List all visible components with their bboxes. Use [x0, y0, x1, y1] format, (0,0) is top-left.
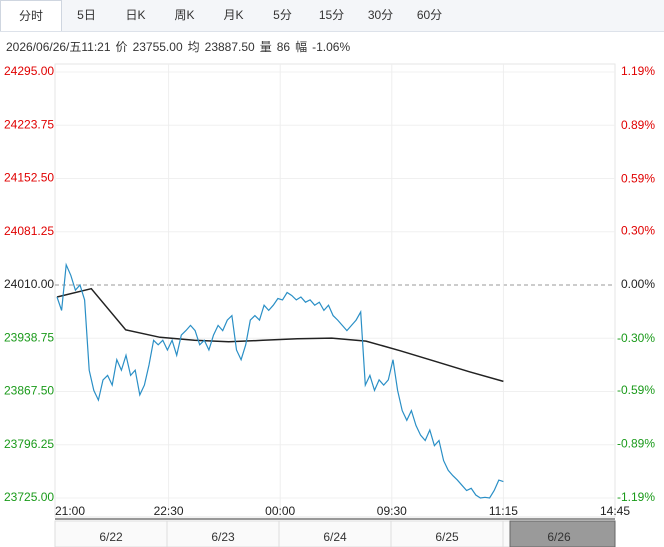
navigator-date: 6/22 [99, 530, 123, 544]
tab[interactable]: 15分 [318, 8, 345, 22]
y-tick-label: 24223.75 [4, 117, 54, 131]
y2-tick-label: 0.30% [621, 223, 655, 237]
y2-tick-label: -0.89% [617, 436, 655, 450]
x-tick-label: 14:45 [600, 504, 630, 518]
info-value: 86 [276, 40, 291, 54]
tab[interactable]: 分时 [0, 0, 62, 31]
x-tick-label: 22:30 [154, 504, 184, 518]
x-tick-label: 11:15 [489, 504, 518, 518]
y-tick-label: 24295.00 [4, 64, 54, 78]
series-line [56, 287, 504, 383]
x-tick-label: 21:00 [55, 504, 85, 518]
info-label: 量 [259, 40, 272, 54]
y-tick-label: 24010.00 [4, 277, 54, 291]
tab[interactable]: 周K [174, 8, 195, 22]
y2-tick-label: -0.59% [617, 383, 655, 397]
info-label: 价 [115, 40, 128, 54]
y-tick-label: 23725.00 [4, 490, 54, 504]
y2-tick-label: -1.19% [617, 490, 655, 504]
x-tick-label: 00:00 [265, 504, 295, 518]
y2-tick-label: 0.59% [621, 172, 655, 186]
tab-bar: 分时 5日 日K 周K 月K 5分 15分 30分 60分 [0, 0, 664, 32]
navigator-window [509, 520, 616, 547]
tab[interactable]: 日K [125, 8, 146, 22]
plot-frame [54, 63, 616, 518]
y2-tick-label: 0.89% [621, 118, 655, 132]
info-value: -1.06% [312, 40, 351, 54]
tab[interactable]: 30分 [367, 8, 394, 22]
navigator-date: 6/26 [547, 530, 571, 544]
y2-tick-label: -0.30% [617, 331, 655, 345]
y2-tick-label: 0.00% [621, 277, 655, 291]
navigator-date: 6/24 [323, 530, 347, 544]
info-label: 幅 [295, 40, 308, 54]
y2-tick-label: 1.19% [621, 64, 655, 78]
navigator: 6/22 6/23 6/24 6/25 6/26 [54, 520, 616, 547]
y-tick-label: 23796.25 [4, 437, 54, 451]
datetime: 2026/06/26/五11:21 [6, 40, 111, 54]
tab[interactable]: 5分 [273, 8, 292, 22]
series-line [56, 262, 504, 499]
y-tick-label: 24081.25 [4, 224, 54, 238]
navigator-date: 6/23 [211, 530, 235, 544]
info-label: 均 [187, 40, 200, 54]
y-tick-label: 23867.50 [4, 384, 54, 398]
x-tick-label: 09:30 [377, 504, 407, 518]
info-value: 23755.00 [132, 40, 183, 54]
tab[interactable]: 60分 [416, 8, 443, 22]
tab[interactable]: 5日 [77, 8, 96, 22]
info-line: 2026/06/26/五11:21 价 23755.00 均 23887.50 量 86 幅 -… [6, 38, 355, 55]
info-value: 23887.50 [204, 40, 255, 54]
navigator-date: 6/25 [435, 530, 459, 544]
y-tick-label: 23938.75 [4, 330, 54, 344]
y-tick-label: 24152.50 [4, 171, 54, 185]
tab[interactable]: 月K [223, 8, 244, 22]
